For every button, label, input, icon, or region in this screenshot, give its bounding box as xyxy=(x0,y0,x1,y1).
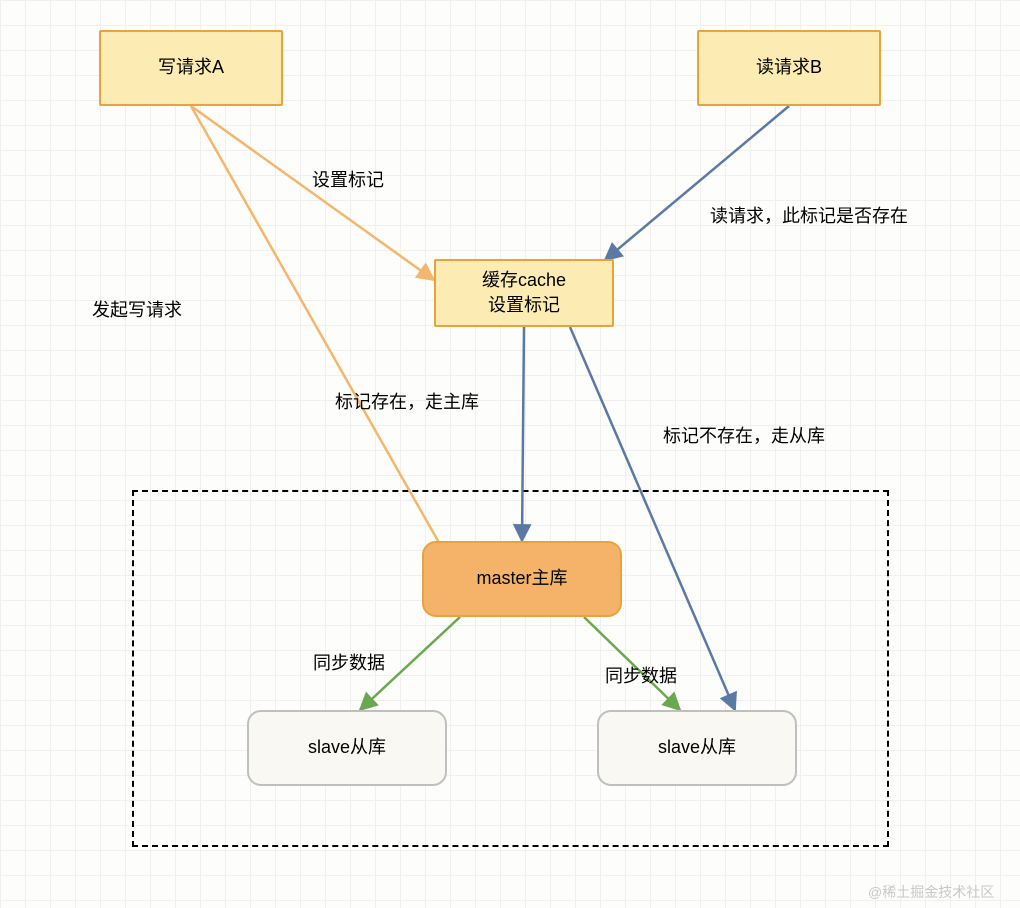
node-master-db: master主库 xyxy=(422,541,622,617)
node-slave-db-2: slave从库 xyxy=(597,710,797,786)
label-read-check: 读请求，此标记是否存在 xyxy=(710,202,908,228)
node-cache: 缓存cache设置标记 xyxy=(434,259,614,327)
label-flag-absent: 标记不存在，走从库 xyxy=(663,422,825,448)
node-read-request-b: 读请求B xyxy=(697,30,881,106)
label-flag-exists: 标记存在，走主库 xyxy=(335,388,479,414)
label-set-flag: 设置标记 xyxy=(312,166,384,192)
node-slave-db-1: slave从库 xyxy=(247,710,447,786)
label-sync-1: 同步数据 xyxy=(313,649,385,675)
label-init-write: 发起写请求 xyxy=(92,296,182,322)
label-sync-2: 同步数据 xyxy=(605,662,677,688)
watermark: @稀土掘金技术社区 xyxy=(868,882,994,902)
node-write-request-a: 写请求A xyxy=(99,30,283,106)
